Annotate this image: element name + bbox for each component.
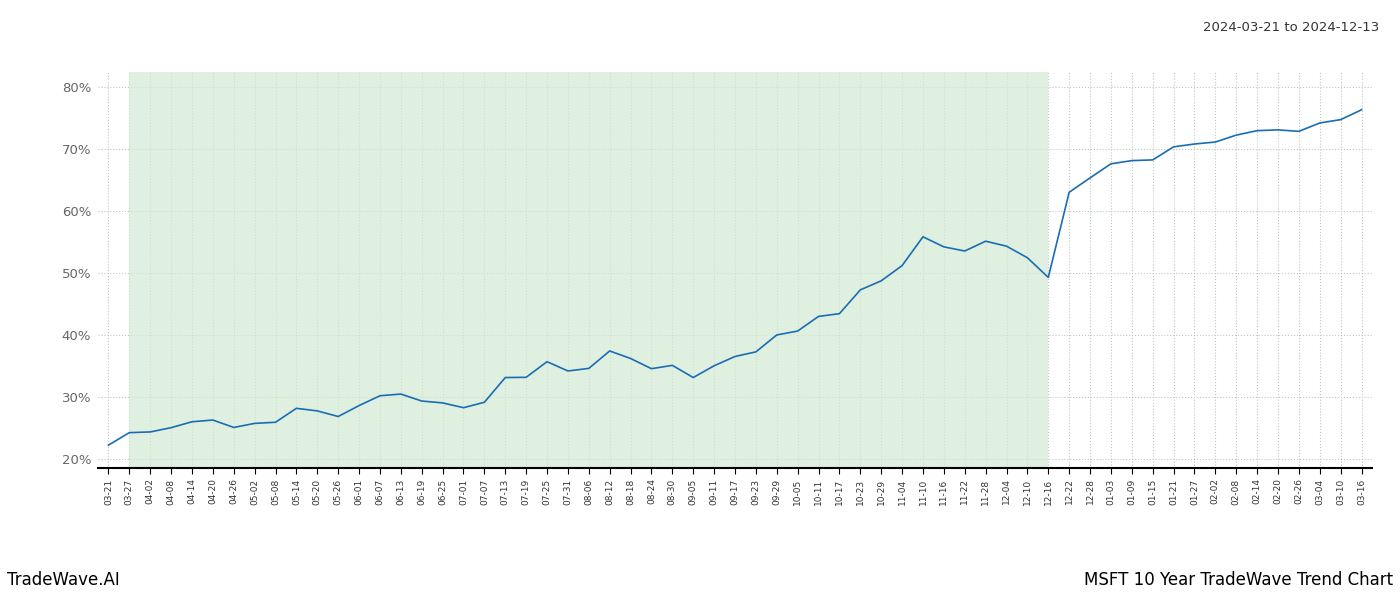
Text: MSFT 10 Year TradeWave Trend Chart: MSFT 10 Year TradeWave Trend Chart: [1084, 571, 1393, 589]
Bar: [129, 72, 1049, 468]
Text: TradeWave.AI: TradeWave.AI: [7, 571, 120, 589]
Text: 2024-03-21 to 2024-12-13: 2024-03-21 to 2024-12-13: [1203, 21, 1379, 34]
